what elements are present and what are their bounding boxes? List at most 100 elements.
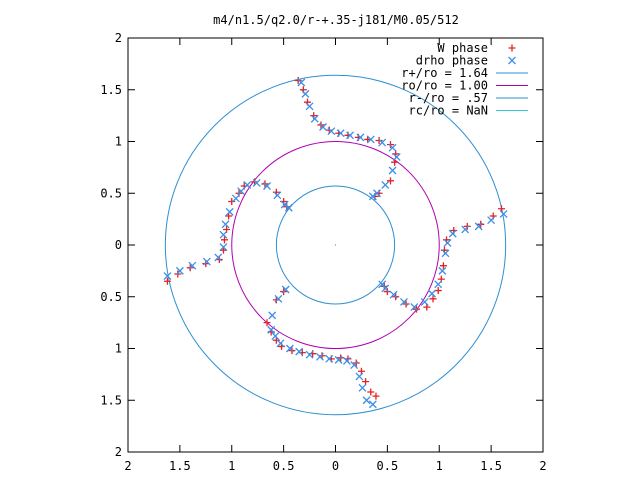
data-point <box>315 352 324 361</box>
data-point <box>295 347 304 356</box>
data-point <box>346 131 354 140</box>
legend-label: r-/ro = .57 <box>409 91 488 105</box>
legend-marker <box>508 56 516 65</box>
data-point <box>438 266 447 275</box>
data-point <box>263 319 271 327</box>
x-tick-label: 0 <box>332 459 339 473</box>
x-tick-label: 1.5 <box>480 459 502 473</box>
data-point <box>305 350 314 359</box>
data-point <box>443 238 452 247</box>
data-point <box>378 280 387 289</box>
axes: 2 1.5 1 0.5 0 0.5 1 1.5 221.510.500.511.52 <box>100 31 546 473</box>
data-point <box>263 182 271 190</box>
data-point <box>163 272 172 281</box>
data-point <box>188 261 197 270</box>
legend-label: r+/ro = 1.64 <box>401 66 488 80</box>
data-point <box>373 189 381 198</box>
circle-2 <box>275 185 396 305</box>
y-tick-label: 1.5 <box>100 393 122 407</box>
data-point <box>336 129 345 138</box>
data-point <box>221 220 230 229</box>
data-point <box>225 207 234 216</box>
data-point <box>410 303 419 312</box>
data-point <box>392 153 401 161</box>
data-point <box>231 194 240 203</box>
data-point <box>325 354 334 363</box>
data-point <box>428 289 436 298</box>
data-point <box>252 178 261 187</box>
data-point <box>439 262 447 270</box>
legend-label: W phase <box>437 41 488 55</box>
reference-circles <box>164 74 507 416</box>
data-point <box>378 138 387 147</box>
data-point <box>429 295 437 303</box>
data-point <box>297 78 306 87</box>
data-point <box>381 284 390 293</box>
data-point <box>342 356 351 365</box>
data-point <box>474 222 483 231</box>
y-tick-label: 2 <box>115 445 122 459</box>
circle-0 <box>164 74 507 416</box>
data-point <box>350 361 359 370</box>
data-point <box>362 396 371 405</box>
data-point <box>434 280 443 289</box>
x-tick-label: 2 <box>124 459 131 473</box>
data-point <box>441 249 450 258</box>
x-tick-label: 1 <box>228 459 235 473</box>
data-point <box>372 392 380 400</box>
y-tick-label: 2 <box>115 31 122 45</box>
data-point <box>356 133 365 142</box>
data-point <box>274 294 283 303</box>
data-point <box>368 192 377 201</box>
series-1 <box>163 78 508 409</box>
x-tick-label: 2 <box>539 459 546 473</box>
y-tick-label: 0 <box>115 238 122 252</box>
circle-1 <box>231 141 440 349</box>
data-point <box>271 332 280 341</box>
data-point <box>388 143 397 152</box>
data-point <box>219 243 228 252</box>
data-point <box>237 187 246 196</box>
data-point <box>267 325 276 334</box>
data-point <box>202 257 211 266</box>
legend-marker <box>508 44 516 52</box>
legend-label: ro/ro = 1.00 <box>401 79 488 93</box>
data-point <box>463 222 471 230</box>
data-point <box>367 388 375 396</box>
data-point <box>327 127 336 136</box>
y-tick-label: 1 <box>115 135 122 149</box>
data-point <box>487 216 496 225</box>
data-point <box>366 135 375 144</box>
data-point <box>214 253 223 262</box>
data-point <box>301 89 310 98</box>
data-point <box>461 225 470 234</box>
data-point <box>220 236 228 244</box>
data-point <box>243 181 252 189</box>
data-point <box>499 209 508 218</box>
x-tick-label: 1.5 <box>169 459 191 473</box>
data-point <box>420 297 429 306</box>
data-point <box>448 229 457 238</box>
chart-title: m4/n1.5/q2.0/r-+.35-j181/M0.05/512 <box>213 13 459 27</box>
data-point <box>294 76 302 84</box>
data-point <box>386 141 394 149</box>
x-tick-label: 1 <box>436 459 443 473</box>
x-tick-label: 0.5 <box>273 459 295 473</box>
data-point <box>389 290 398 299</box>
origin-dot <box>334 244 337 246</box>
data-point <box>281 285 290 294</box>
data-point <box>305 102 314 111</box>
data-point <box>334 355 343 364</box>
data-point <box>163 277 171 285</box>
data-point <box>273 191 282 200</box>
legend-label: drho phase <box>416 54 488 68</box>
x-tick-label: 0.5 <box>377 459 399 473</box>
data-point <box>285 344 294 353</box>
data-point <box>310 114 319 123</box>
y-tick-label: 0.5 <box>100 290 122 304</box>
data-point <box>388 166 397 175</box>
data-point <box>375 136 383 144</box>
data-point <box>228 198 236 206</box>
data-point <box>358 383 367 392</box>
